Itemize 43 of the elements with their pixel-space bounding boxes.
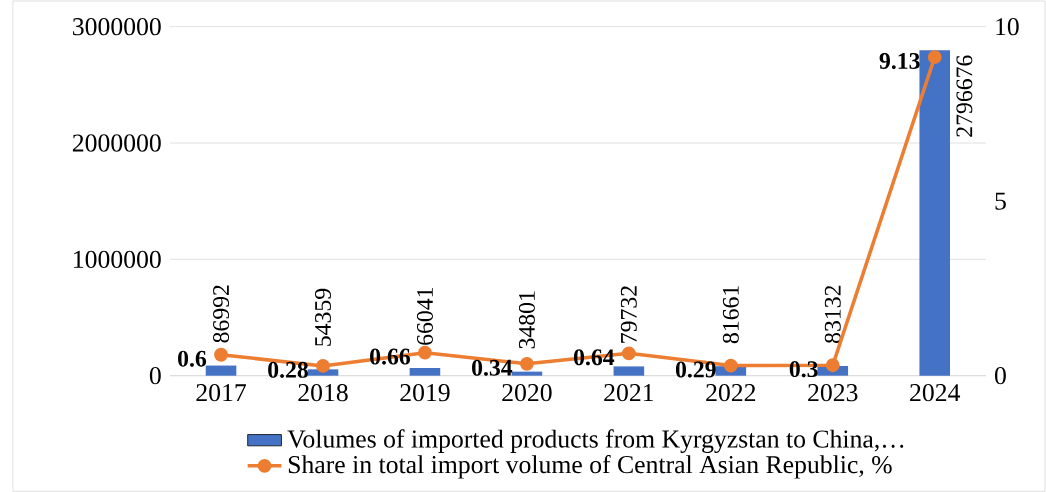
data-label: 86992 <box>213 285 230 343</box>
data-label: 9.13 <box>879 52 920 69</box>
point <box>214 347 228 362</box>
data-label: 0.28 <box>268 361 308 378</box>
x-tick-label: 2020 <box>502 383 552 402</box>
data-label: 0.34 <box>472 359 513 376</box>
bar <box>409 367 441 376</box>
x-tick-label: 2022 <box>706 383 756 402</box>
legend-label: Share in total import volume of Central Asian Republic, % <box>288 454 892 479</box>
point <box>723 358 738 373</box>
data-label: 66041 <box>416 287 433 345</box>
x-tick-label: 2023 <box>808 383 858 402</box>
x-tick-label: 2024 <box>910 383 961 402</box>
y-tick-label: 0 <box>149 366 161 385</box>
point <box>316 358 330 373</box>
y-tick-label: 3000000 <box>73 17 161 36</box>
bar <box>613 366 645 376</box>
data-label: 54359 <box>315 288 331 346</box>
point <box>621 346 636 361</box>
x-tick-label: 2018 <box>298 383 348 402</box>
x-tick-label: 2017 <box>196 383 247 402</box>
y2-tick-label: 5 <box>995 192 1006 210</box>
data-label: 79732 <box>620 286 637 343</box>
point <box>825 358 840 372</box>
x-tick-label: 2019 <box>400 383 450 402</box>
data-label: 0.29 <box>675 361 716 378</box>
data-label: 34801 <box>518 291 535 349</box>
y2-tick-label: 0 <box>995 366 1006 385</box>
y-tick-label: 1000000 <box>74 250 161 268</box>
data-label: 2796676 <box>956 55 973 137</box>
data-label: 0.6 <box>178 350 207 367</box>
bar <box>919 50 951 376</box>
y-tick-label: 2000000 <box>72 134 161 152</box>
point <box>519 356 534 371</box>
point <box>927 49 942 64</box>
x-tick-label: 2021 <box>604 383 654 402</box>
bar <box>511 371 543 376</box>
legend-label: Volumes of imported products from Kyrgyzstan to China,… <box>287 429 904 453</box>
data-label: 83132 <box>824 285 841 343</box>
point <box>418 345 432 360</box>
y2-tick-label: 10 <box>996 17 1019 36</box>
data-label: 81661 <box>722 285 739 343</box>
bar <box>205 365 237 376</box>
